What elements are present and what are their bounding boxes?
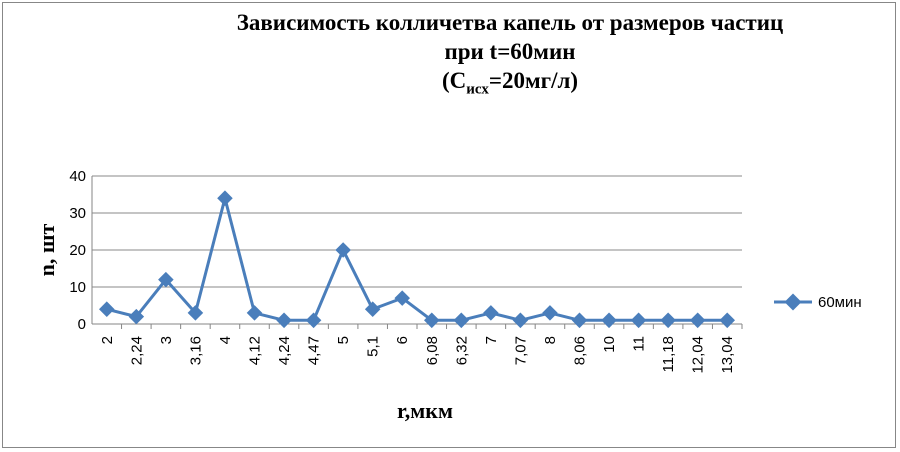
y-tick-label: 10: [69, 279, 86, 296]
x-tick-label: 11,18: [660, 336, 677, 372]
x-tick-label: 6: [394, 336, 411, 344]
x-tick-label: 13,04: [719, 336, 736, 374]
data-point-marker: [128, 308, 145, 325]
chart-title-line-3-post: =20мг/л): [488, 68, 579, 93]
data-point-marker: [187, 305, 204, 321]
y-tick-label: 30: [69, 205, 86, 222]
data-point-marker: [98, 301, 115, 317]
x-tick-label: 8: [542, 336, 559, 344]
x-tick-label: 4,47: [306, 336, 323, 365]
x-tick-labels: 2 2,24 3 3,16 4 4,12 4,24 4,47 5 5,1 6 6,08 6,32 7 7,0…: [99, 324, 743, 374]
data-point-marker: [601, 312, 617, 329]
x-axis-title: r,мкм: [397, 398, 453, 423]
x-tick-label: 6,08: [424, 336, 441, 365]
legend-marker: [784, 293, 802, 311]
data-point-marker: [305, 312, 322, 329]
data-point-marker: [246, 305, 263, 321]
x-tick-label: 3: [158, 336, 175, 344]
chart-title-line-1: Зависимость колличетва капель от размеро…: [236, 10, 784, 35]
data-point-marker: [158, 271, 174, 288]
x-tick-label: 4: [217, 336, 234, 344]
x-tick-label: 5,1: [365, 336, 382, 357]
chart-title-line-3: (Cисх=20мг/л): [150, 66, 870, 98]
y-tick-label: 20: [69, 242, 86, 259]
gridlines: [91, 175, 742, 325]
x-tick-label: 8,06: [572, 336, 589, 365]
x-tick-label: 4,24: [276, 336, 293, 365]
data-point-marker: [276, 312, 292, 329]
series-60min: [98, 190, 736, 329]
x-tick-label: 2: [99, 336, 116, 344]
y-axis-title: n, шт: [34, 224, 59, 277]
x-tick-label: 5: [335, 336, 352, 344]
x-tick-label: 11: [631, 336, 648, 352]
data-point-marker: [453, 312, 470, 329]
x-tick-label: 6,32: [453, 336, 470, 365]
chart-title-line-3-pre: (C: [441, 68, 467, 93]
x-tick-label: 7,07: [512, 336, 529, 365]
data-point-marker: [719, 312, 736, 329]
series-line: [106, 196, 728, 322]
data-point-marker: [512, 312, 529, 329]
y-tick-label: 40: [69, 168, 86, 185]
y-tick-labels: 0 10 20 30 40: [69, 168, 86, 333]
legend-label: 60мин: [818, 294, 862, 311]
chart-title-line-2: при t=60мин: [444, 39, 576, 64]
data-point-marker: [660, 312, 676, 329]
data-point-marker: [483, 305, 499, 321]
data-point-marker: [335, 242, 351, 258]
chart-title-line-3-sub: исх: [466, 81, 489, 98]
x-tick-label: 4,12: [247, 336, 264, 365]
data-point-marker: [689, 312, 706, 329]
x-tick-label: 10: [601, 336, 618, 353]
x-tick-label: 7: [483, 336, 500, 344]
data-point-marker: [542, 305, 558, 321]
legend: 60мин: [774, 293, 862, 311]
data-point-marker: [630, 312, 647, 329]
data-point-marker: [364, 301, 381, 317]
y-tick-label: 0: [78, 316, 86, 333]
data-point-marker: [571, 312, 588, 329]
data-point-marker: [217, 190, 233, 206]
x-tick-label: 3,16: [187, 336, 204, 365]
x-tick-label: 2,24: [128, 336, 145, 365]
x-tick-label: 12,04: [690, 336, 707, 374]
chart-title: Зависимость колличетва капель от размеро…: [150, 8, 870, 98]
